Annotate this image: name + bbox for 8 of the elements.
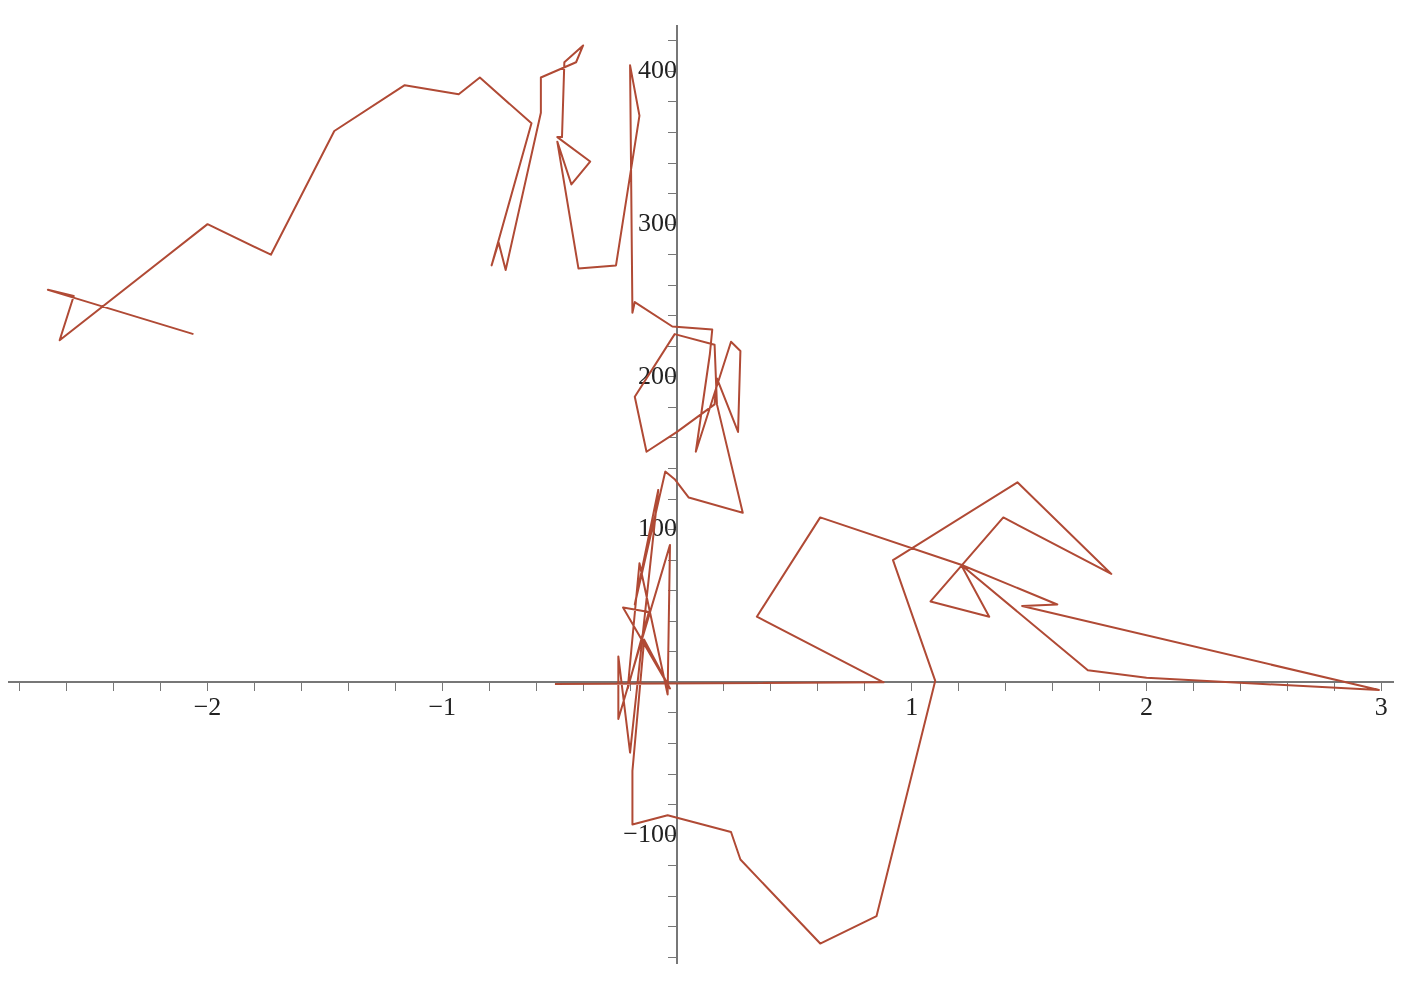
y-tick-label: 400 — [638, 55, 678, 85]
x-tick-label: −2 — [193, 691, 222, 721]
x-tick-label: −1 — [428, 691, 457, 721]
y-tick-label: −100 — [623, 818, 678, 848]
x-tick-label: 1 — [905, 691, 919, 721]
x-tick-label: 3 — [1374, 691, 1388, 721]
x-tick-label: 2 — [1140, 691, 1154, 721]
y-tick-label: 300 — [638, 207, 678, 237]
